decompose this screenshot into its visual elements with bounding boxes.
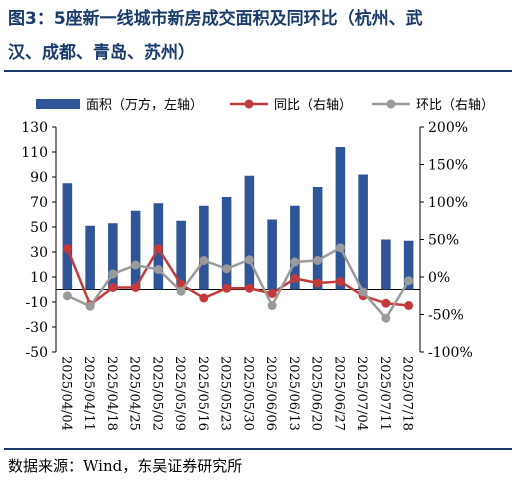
bar-area	[85, 225, 95, 290]
x-tick-label: 2025/04/25	[127, 356, 142, 431]
legend-label-yoy: 同比（右轴）	[274, 98, 352, 113]
x-tick-label: 2025/07/04	[354, 356, 369, 431]
left-tick-label: -10	[25, 295, 48, 311]
yoy-point	[313, 278, 323, 288]
right-tick-label: 50%	[428, 233, 459, 249]
chart-title-line-2: 汉、成都、青岛、苏州）	[8, 43, 195, 63]
legend-label-area: 面积（万方，左轴）	[86, 97, 203, 113]
yoy-point	[131, 283, 141, 292]
yoy-line	[66, 246, 409, 307]
yoy-point	[267, 289, 277, 298]
right-tick-label: 200%	[428, 120, 468, 136]
bar-series	[62, 147, 414, 290]
yoy-point	[222, 283, 232, 293]
x-tick-label: 2025/04/11	[81, 356, 96, 431]
mom-point	[244, 255, 254, 265]
mom-point	[176, 286, 186, 296]
x-tick-label: 2025/05/09	[172, 356, 187, 431]
left-tick-label: 50	[30, 220, 48, 236]
line-series	[62, 243, 414, 323]
bar-area	[221, 197, 232, 290]
left-tick-label: 110	[21, 145, 48, 161]
legend-marker-mom	[386, 99, 396, 109]
yoy-point	[108, 283, 118, 292]
x-tick-label: 2025/05/30	[240, 356, 255, 431]
x-tick-label: 2025/05/23	[218, 356, 233, 431]
legend-swatch-area	[36, 99, 80, 109]
bar-area	[62, 183, 73, 290]
mom-point	[62, 291, 72, 301]
bar-area	[381, 239, 391, 290]
mom-point	[153, 265, 163, 274]
yoy-point	[335, 277, 345, 286]
bar-area	[290, 205, 300, 290]
footer-divider	[4, 448, 512, 450]
mom-point	[358, 287, 368, 297]
x-tick-label: 2025/04/04	[58, 356, 73, 431]
legend-label-mom: 环比（右轴）	[416, 98, 494, 113]
mom-point	[85, 301, 95, 311]
mom-point	[404, 276, 414, 286]
bar-area	[312, 187, 323, 290]
x-tick-label: 2025/04/18	[104, 356, 119, 431]
x-tick-label: 2025/05/02	[149, 356, 164, 431]
right-tick-label: -100%	[428, 345, 473, 361]
x-tick-label: 2025/07/11	[377, 356, 392, 431]
x-tick-label: 2025/07/18	[400, 356, 415, 431]
axes	[52, 126, 424, 353]
mom-point	[381, 313, 391, 323]
mom-point	[290, 257, 300, 267]
yoy-point	[381, 298, 391, 308]
x-tick-label: 2025/06/13	[286, 356, 301, 431]
right-tick-label: -50%	[428, 308, 464, 324]
mom-point	[131, 260, 141, 270]
mom-point	[267, 301, 277, 310]
bar-area	[108, 223, 118, 290]
bar-area	[130, 210, 141, 290]
legend: 面积（万方，左轴） 同比（右轴） 环比（右轴）	[36, 97, 494, 113]
yoy-point	[290, 274, 300, 283]
left-tick-label: 30	[30, 245, 48, 261]
bar-area	[335, 147, 346, 290]
x-tick-label: 2025/06/06	[263, 356, 278, 431]
x-tick-label: 2025/05/16	[195, 356, 210, 431]
mom-point	[199, 256, 209, 265]
bar-area	[267, 219, 277, 290]
right-tick-label: 100%	[428, 195, 468, 211]
right-tick-label: 0%	[428, 270, 450, 286]
x-tick-label: 2025/06/27	[331, 356, 346, 431]
bar-area	[176, 220, 186, 290]
left-tick-label: 90	[30, 170, 48, 186]
legend-marker-yoy	[244, 99, 254, 109]
left-tick-label: 70	[30, 195, 48, 211]
right-tick-label: 150%	[428, 158, 468, 174]
bar-area	[244, 175, 255, 290]
yoy-point	[153, 244, 163, 253]
x-tick-label: 2025/06/20	[309, 356, 324, 431]
source-note: 数据来源：Wind，东吴证券研究所	[8, 457, 243, 475]
yoy-point	[244, 283, 254, 293]
tick-labels: 130 110 90 70 50 30 10 -10 -30 -50 200% 150% 100% 50%…	[21, 120, 473, 431]
mom-point	[335, 243, 345, 253]
title-divider	[4, 70, 512, 72]
bar-area	[199, 205, 209, 290]
yoy-point	[199, 293, 209, 303]
left-tick-label: -50	[25, 345, 48, 361]
mom-line	[66, 246, 410, 321]
left-tick-label: 10	[30, 270, 48, 286]
bar-area	[358, 174, 368, 290]
left-tick-label: -30	[25, 320, 48, 336]
yoy-point	[62, 244, 72, 253]
mom-point	[108, 269, 118, 279]
chart-canvas: 面积（万方，左轴） 同比（右轴） 环比（右轴） 130 110 90 70 50 30 10 -1…	[21, 97, 494, 431]
mom-point	[222, 264, 232, 274]
yoy-point	[404, 301, 414, 310]
mom-point	[313, 256, 323, 265]
left-tick-label: 130	[21, 120, 48, 136]
chart-title-line-1: 图3：5座新一线城市新房成交面积及同环比（杭州、武	[8, 9, 423, 29]
bar-area	[403, 240, 414, 290]
